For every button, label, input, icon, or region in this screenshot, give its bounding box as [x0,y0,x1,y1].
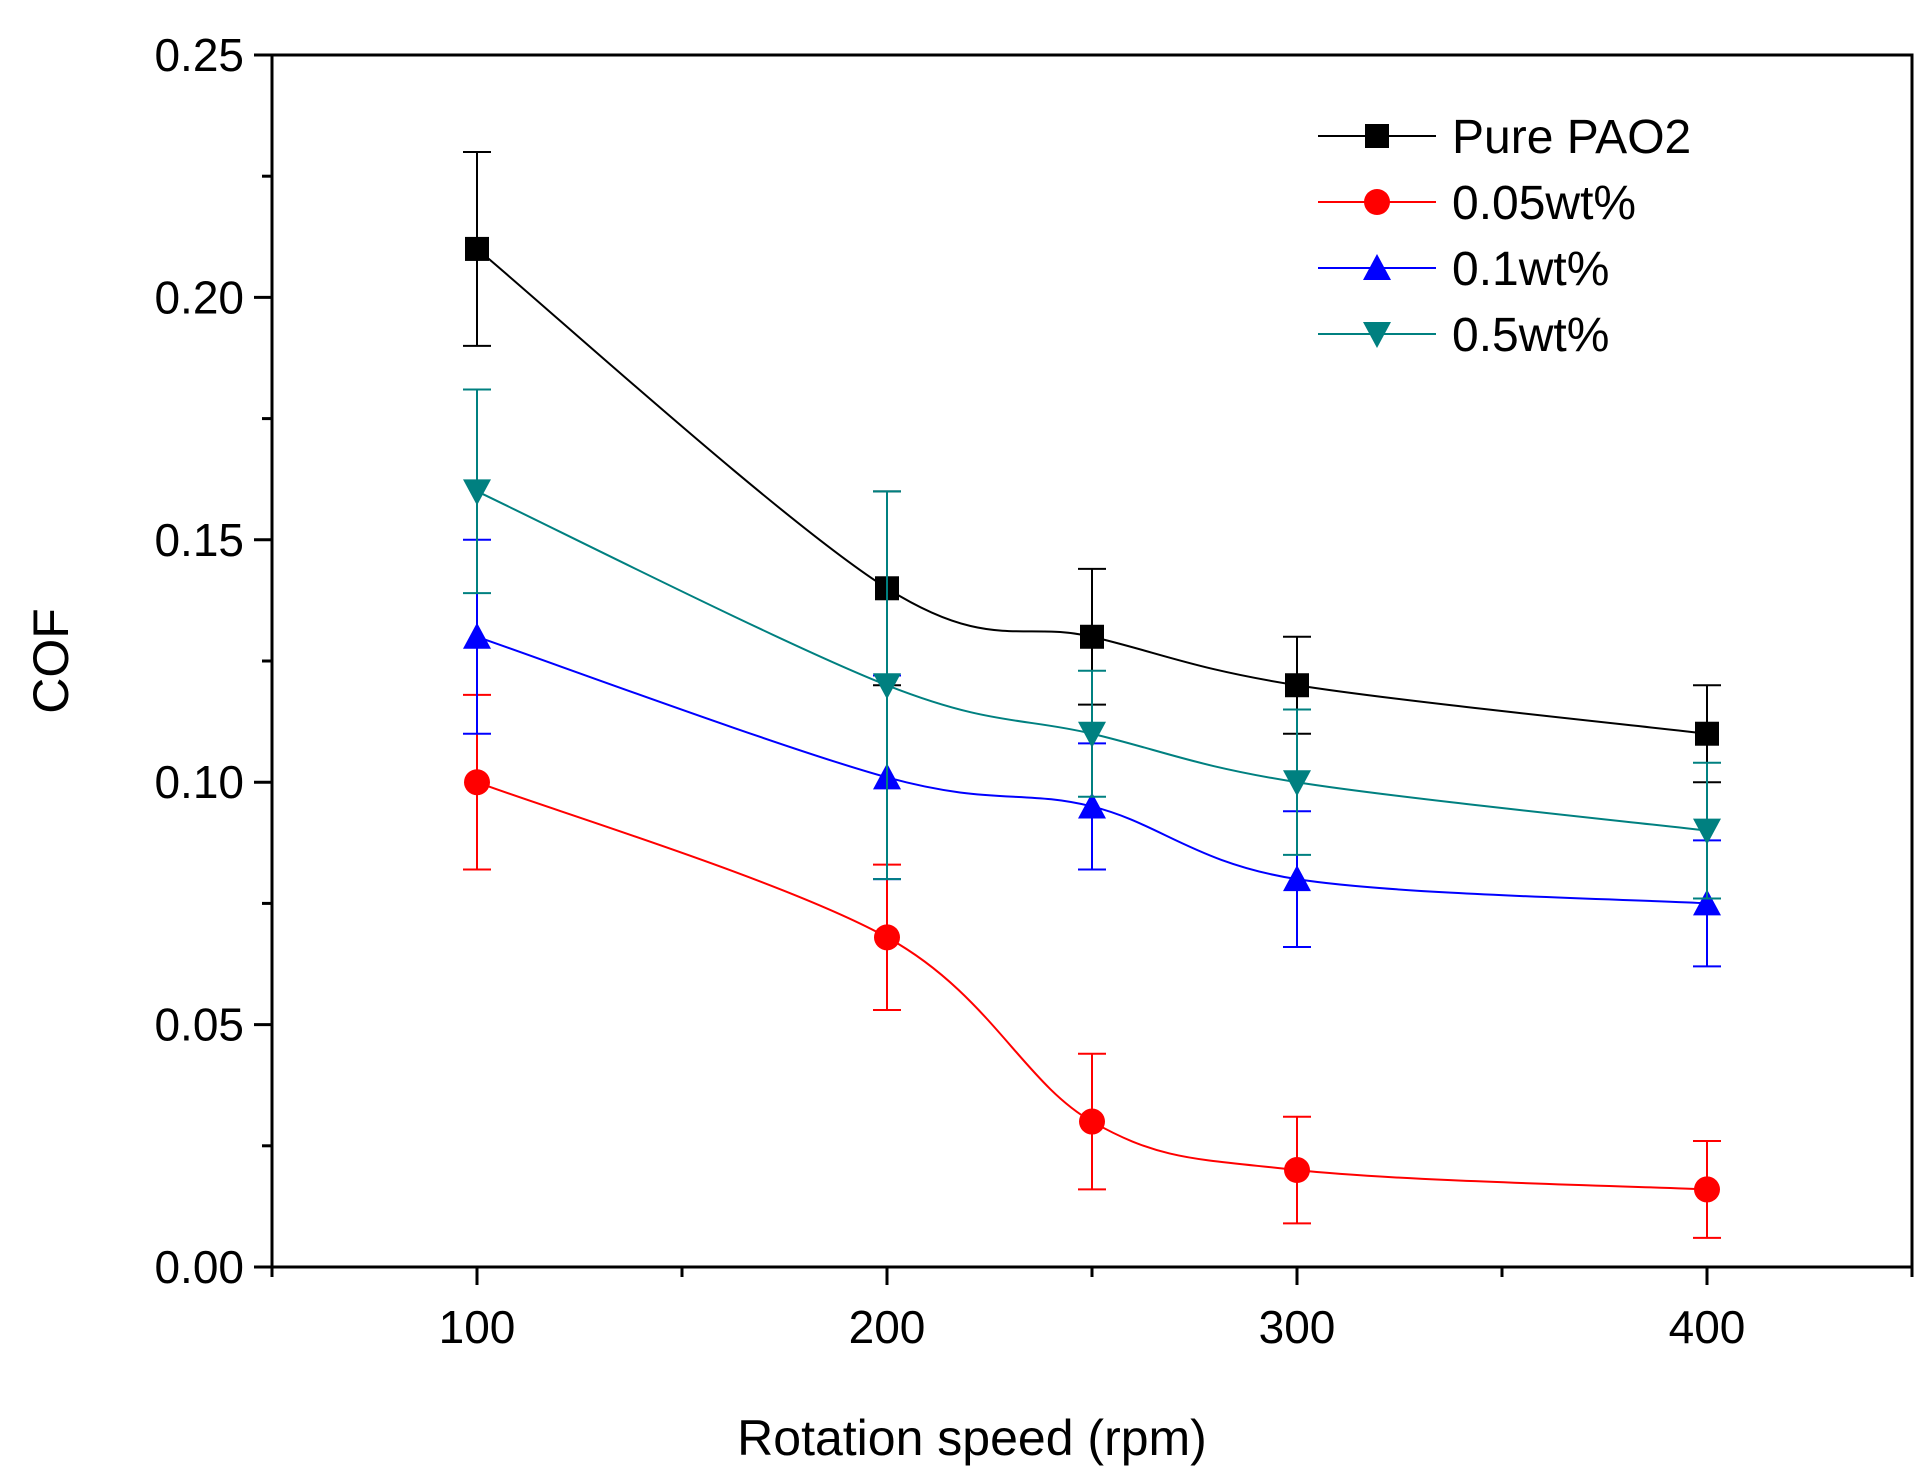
data-point [1078,792,1106,819]
data-point [464,769,490,796]
y-tick-label: 0.20 [154,271,244,323]
y-tick-label: 0.10 [154,756,244,808]
legend: Pure PAO2 0.05wt% 0.1wt% 0.5wt% [1318,111,1691,362]
data-point [465,236,489,261]
legend-item: 0.5wt% [1318,309,1609,362]
y-tick-label: 0.00 [154,1241,244,1293]
legend-label: 0.1wt% [1452,243,1609,296]
axis-layer: 0.00 0.05 0.10 0.15 0.20 0.25 100 200 300 400 [154,29,1914,1353]
legend-label: Pure PAO2 [1452,111,1691,164]
data-point [463,622,491,649]
data-point [1694,1176,1720,1203]
legend-marker [1365,124,1389,148]
data-point [463,479,491,506]
x-tick-label: 300 [1259,1301,1336,1353]
legend-marker [1363,322,1391,348]
series-layer [463,150,1721,1239]
legend-item: 0.1wt% [1318,243,1609,296]
data-point [1078,721,1106,748]
data-point [1693,818,1721,845]
legend-marker [1364,189,1390,215]
legend-label: 0.5wt% [1452,309,1609,362]
legend-item: 0.05wt% [1318,177,1636,230]
legend-marker [1363,254,1391,280]
x-tick-label: 100 [439,1301,516,1353]
legend-item: Pure PAO2 [1318,111,1691,164]
x-tick-label: 400 [1669,1301,1746,1353]
x-tick-label: 200 [849,1301,926,1353]
y-axis-title: COF [23,608,79,714]
data-point [1283,865,1311,892]
y-tick-label: 0.05 [154,999,244,1051]
data-point [873,673,901,700]
data-point [1285,673,1309,698]
x-axis-title: Rotation speed (rpm) [737,1410,1207,1466]
data-point [1284,1157,1310,1184]
data-point [1283,770,1311,797]
legend-label: 0.05wt% [1452,177,1636,230]
data-point [1079,1108,1105,1135]
series-1 [463,693,1721,1239]
series-3 [463,388,1721,900]
data-point [1695,721,1719,746]
data-point [1080,624,1104,649]
data-point [874,924,900,951]
data-point [1693,889,1721,916]
y-tick-label: 0.15 [154,514,244,566]
series-line [476,248,1708,735]
y-tick-label: 0.25 [154,29,244,81]
